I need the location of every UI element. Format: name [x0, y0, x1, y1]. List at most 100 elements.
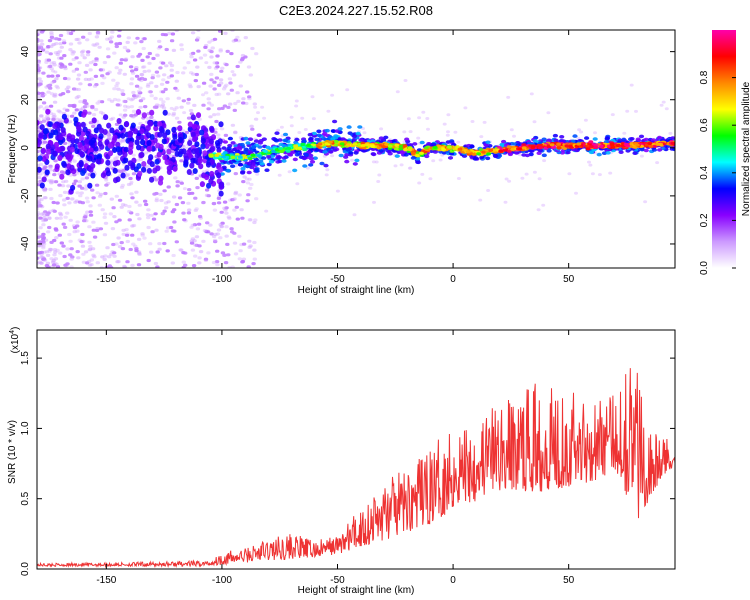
spectrogram-cell [65, 153, 71, 160]
spectrogram-cell [173, 176, 178, 180]
spectrogram-cell [362, 131, 367, 135]
spectrogram-cell [74, 87, 79, 91]
spectrogram-cell [501, 139, 507, 144]
spectrogram-cell [218, 81, 224, 85]
spectrogram-cell [415, 160, 421, 165]
spectrogram-cell [83, 187, 88, 191]
spectrogram-cell [629, 137, 635, 141]
spectrogram-cell [209, 72, 214, 76]
spectrogram-cell [135, 36, 140, 40]
spectrogram-cell [87, 225, 92, 229]
spectrogram-cell [40, 48, 46, 52]
spectrogram-cell [210, 134, 217, 141]
spectrogram-cell [152, 105, 158, 109]
snr-series-line [37, 368, 675, 569]
spectrogram-cell [226, 253, 231, 257]
spectrogram-cell [209, 55, 214, 59]
spectrogram-cell [136, 144, 142, 151]
spectrogram-cell [37, 260, 43, 264]
spectrogram-cell [48, 64, 53, 68]
spectrogram-cell [126, 182, 132, 187]
spectrogram-cell [449, 151, 455, 156]
spectrogram-cell [541, 137, 547, 142]
spectrogram-cell [44, 250, 49, 254]
spectrogram-cell [37, 46, 41, 50]
spectrogram-cell [62, 76, 68, 81]
spectrogram-cell [43, 196, 48, 200]
spectrogram-cell [532, 120, 537, 124]
spectrogram-cell [113, 156, 118, 160]
spectrogram-cell [137, 217, 142, 221]
spectrogram-cell [204, 230, 209, 234]
spectrogram-cell [105, 170, 111, 177]
spectrogram-cell [145, 84, 151, 88]
spectrogram-cell [100, 68, 106, 72]
spectrogram-cell [208, 153, 214, 157]
spectrogram-cell [598, 144, 604, 148]
spectrogram-cell [76, 256, 81, 260]
spectrogram-cell [85, 53, 91, 57]
spectrogram-cell [152, 167, 158, 174]
spectrogram-cell [308, 163, 314, 167]
spectrogram-cell [112, 215, 117, 219]
spectrogram-cell [190, 131, 196, 138]
spectrogram-cell [168, 225, 174, 230]
spectrogram-cell [123, 57, 129, 61]
spectrogram-cell [233, 190, 239, 194]
spectrogram-cell [131, 242, 136, 246]
spectrogram-cell [609, 142, 615, 147]
spectrogram-cell [71, 50, 77, 54]
spectrogram-cell [179, 159, 184, 163]
spectrogram-cell [52, 253, 57, 257]
spectrogram-cell [207, 65, 212, 69]
spectrogram-cell [378, 149, 384, 153]
spectrogram-cell [139, 73, 145, 77]
spectrogram-cell [52, 123, 58, 129]
spectrogram-cell [333, 143, 339, 147]
spectrogram-cell [517, 147, 523, 151]
spectrogram-cell [537, 177, 542, 181]
spectrogram-cell [195, 186, 200, 190]
spectrogram-cell [590, 172, 595, 176]
spectrogram-frame [36, 29, 676, 269]
spectrogram-cell [164, 206, 169, 210]
spectrogram-cell [186, 116, 192, 120]
spectrogram-cell [80, 53, 85, 57]
spectrogram-cell [47, 225, 52, 230]
spectrogram-cell [70, 52, 75, 56]
spectrogram-cell [60, 184, 66, 188]
spectrogram-cell [134, 94, 140, 98]
spectrogram-cell [94, 35, 100, 39]
spectrogram-cell [230, 265, 235, 268]
spectrogram-cell [212, 37, 218, 41]
spectrogram-cell [122, 72, 128, 76]
spectrogram-cell [181, 99, 186, 103]
spectrogram-cell [278, 146, 283, 150]
spectrogram-cell [194, 235, 200, 239]
spectrogram-cell [253, 105, 258, 109]
spectrogram-cell [107, 37, 113, 41]
spectrogram-cell [122, 265, 128, 268]
spectrogram-cell [63, 179, 69, 183]
spectrogram-cell [37, 137, 40, 144]
spectrogram-cell [95, 32, 101, 36]
spectrogram-cell [105, 246, 110, 250]
spectrogram-cell [181, 260, 186, 264]
spectrogram-cell [419, 140, 425, 145]
spectrogram-cell [239, 142, 245, 147]
spectrogram-cell [416, 136, 421, 140]
spectrogram-cell [311, 117, 316, 121]
spectrogram-cell [240, 171, 246, 175]
spectrogram-cell [507, 152, 513, 157]
spectrogram-cell [173, 86, 178, 90]
spectrogram-cell [230, 123, 236, 127]
spectrogram-cell [37, 38, 40, 42]
spectrogram-cell [88, 139, 94, 146]
spectrogram-cell [415, 154, 420, 158]
spectrogram-cell [76, 73, 82, 77]
spectrogram-cell [126, 97, 131, 101]
spectrogram-cell [154, 103, 160, 107]
spectrogram-cell [95, 261, 101, 265]
spectrogram-cell [154, 70, 160, 74]
spectrogram-cell [82, 105, 88, 109]
